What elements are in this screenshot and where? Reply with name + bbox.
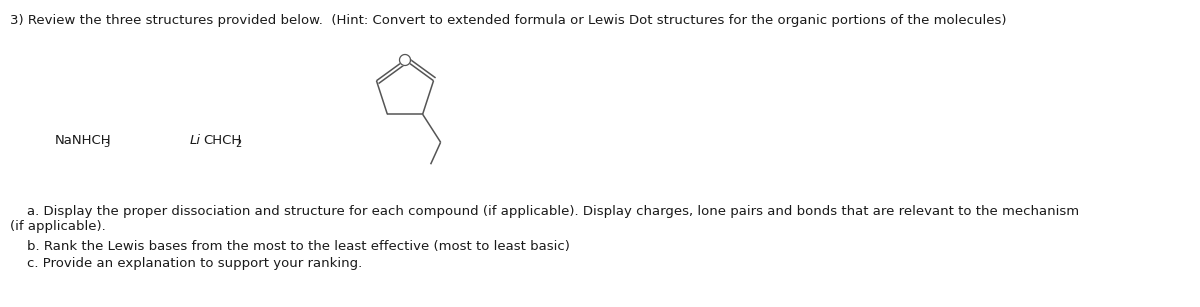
Text: Li: Li: [190, 134, 202, 146]
Text: NaNHCH: NaNHCH: [55, 134, 112, 146]
Text: 3: 3: [103, 139, 109, 149]
Text: 2: 2: [235, 139, 241, 149]
Text: a. Display the proper dissociation and structure for each compound (if applicabl: a. Display the proper dissociation and s…: [10, 205, 1079, 218]
Text: 3) Review the three structures provided below.  (Hint: Convert to extended formu: 3) Review the three structures provided …: [10, 14, 1007, 27]
Text: CHCH: CHCH: [203, 134, 241, 146]
Text: (if applicable).: (if applicable).: [10, 220, 106, 233]
Polygon shape: [400, 55, 410, 65]
Text: b. Rank the Lewis bases from the most to the least effective (most to least basi: b. Rank the Lewis bases from the most to…: [10, 240, 570, 253]
Text: c. Provide an explanation to support your ranking.: c. Provide an explanation to support you…: [10, 257, 362, 270]
